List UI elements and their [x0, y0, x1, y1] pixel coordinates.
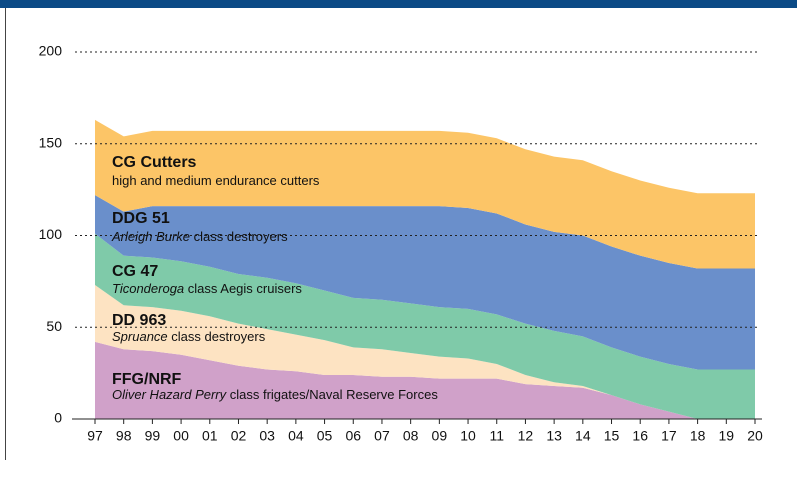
area — [95, 233, 755, 419]
note-italic: Oliver Hazard Perry — [112, 387, 228, 402]
series-label: CG Cutters — [112, 154, 197, 171]
note-text: class destroyers — [168, 329, 266, 344]
x-tick-label: 18 — [690, 428, 706, 444]
x-tick-label: 07 — [374, 428, 390, 444]
area — [95, 195, 755, 370]
area — [95, 341, 755, 419]
x-tick-label: 06 — [345, 428, 361, 444]
note-italic: Spruance — [112, 329, 168, 344]
series-note: high and medium endurance cutters — [112, 173, 320, 188]
x-tick-label: 03 — [259, 428, 275, 444]
note-italic: Arleigh Burke — [111, 229, 190, 244]
series-note: Ticonderoga class Aegis cruisers — [112, 281, 302, 296]
x-tick-label: 98 — [116, 428, 132, 444]
x-tick-label: 17 — [661, 428, 677, 444]
series-note: Oliver Hazard Perry class frigates/Naval… — [112, 387, 438, 402]
header-bar — [0, 0, 797, 8]
y-tick-label: 100 — [39, 226, 63, 242]
y-tick-label: 50 — [46, 318, 62, 334]
y-tick-label: 150 — [39, 134, 63, 150]
x-tick-label: 02 — [231, 428, 247, 444]
x-tick-label: 09 — [432, 428, 448, 444]
note-text: class Aegis cruisers — [184, 281, 302, 296]
area — [95, 285, 755, 419]
x-tick-label: 13 — [546, 428, 562, 444]
x-tick-label: 16 — [632, 428, 648, 444]
y-tick-label: 200 — [39, 43, 63, 59]
note-text: class destroyers — [190, 229, 288, 244]
x-tick-label: 14 — [575, 428, 591, 444]
y-tick-label: 0 — [54, 410, 62, 426]
x-tick-label: 11 — [489, 428, 504, 444]
series-label: DD 963 — [112, 312, 166, 329]
x-tick-label: 99 — [145, 428, 161, 444]
series-note: Spruance class destroyers — [112, 329, 266, 344]
note-text: high and medium endurance cutters — [112, 173, 320, 188]
x-tick-label: 97 — [87, 428, 103, 444]
x-tick-label: 20 — [747, 428, 763, 444]
note-italic: Ticonderoga — [112, 281, 184, 296]
x-tick-label: 08 — [403, 428, 419, 444]
x-tick-label: 12 — [518, 428, 534, 444]
series-label: FFG/NRF — [112, 371, 182, 388]
series-label: CG 47 — [112, 263, 158, 280]
series-label: DDG 51 — [112, 210, 170, 227]
series-note: Arleigh Burke class destroyers — [111, 229, 288, 244]
area — [95, 119, 755, 269]
x-tick-label: 04 — [288, 428, 304, 444]
x-tick-label: 10 — [460, 428, 476, 444]
x-tick-label: 19 — [719, 428, 735, 444]
note-text: class frigates/Naval Reserve Forces — [226, 387, 438, 402]
x-tick-label: 05 — [317, 428, 333, 444]
x-tick-label: 00 — [173, 428, 189, 444]
x-tick-label: 01 — [202, 428, 218, 444]
x-tick-label: 15 — [604, 428, 620, 444]
